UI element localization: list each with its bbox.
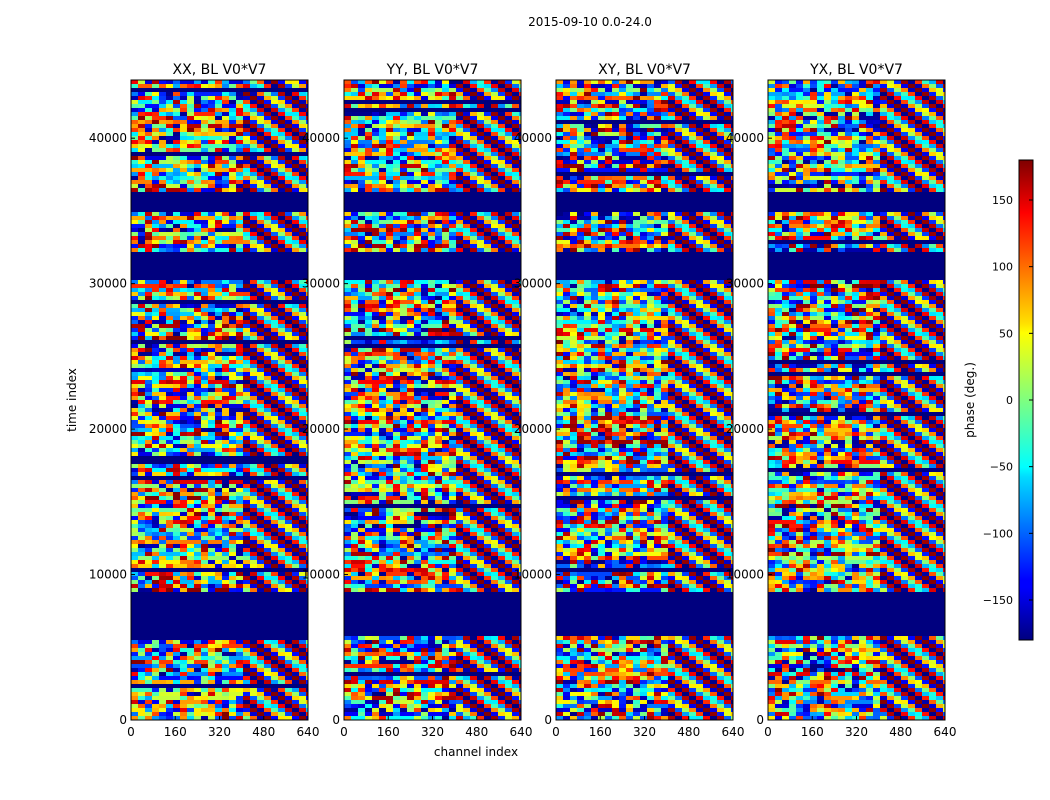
panel-1: YY, BL V0*V7 0 160 320 480 640 0 10000 20000 3000… <box>302 62 533 739</box>
panel-title: YY, BL V0*V7 <box>386 62 479 78</box>
x-tick-label: 0 <box>552 725 560 739</box>
y-tick-label: 30000 <box>89 277 127 291</box>
y-tick-label: 10000 <box>302 568 340 582</box>
y-tick-label: 10000 <box>726 568 764 582</box>
x-tick-label: 320 <box>633 725 656 739</box>
colorbar: 150 100 50 0 −50 −100 −150 phase (deg.) <box>963 159 1034 641</box>
y-tick-label: 10000 <box>514 568 552 582</box>
y-tick-label: 20000 <box>89 422 127 436</box>
x-tick-label: 640 <box>297 725 320 739</box>
colorbar-tick-label: −100 <box>983 527 1013 540</box>
colorbar-ticks: 150 100 50 0 −50 −100 −150 <box>983 194 1033 607</box>
y-tick-label: 20000 <box>302 422 340 436</box>
heatmap-texture <box>344 80 521 720</box>
panel-title: YX, BL V0*V7 <box>809 62 903 78</box>
y-tick-label: 30000 <box>302 277 340 291</box>
y-tick-label: 30000 <box>514 277 552 291</box>
x-tick-label: 640 <box>722 725 745 739</box>
colorbar-tick-label: 100 <box>992 261 1013 274</box>
y-tick-label: 40000 <box>514 131 552 145</box>
colorbar-tick-label: 150 <box>992 194 1013 207</box>
y-tick-label: 30000 <box>726 277 764 291</box>
x-tick-label: 160 <box>801 725 824 739</box>
heatmap-texture <box>131 80 308 720</box>
x-tick-label: 0 <box>340 725 348 739</box>
x-tick-label: 480 <box>677 725 700 739</box>
y-tick-label: 40000 <box>89 131 127 145</box>
y-axis-label: time index <box>65 368 79 432</box>
colorbar-label: phase (deg.) <box>963 362 977 438</box>
x-tick-label: 480 <box>252 725 275 739</box>
x-tick-label: 0 <box>127 725 135 739</box>
x-tick-label: 480 <box>465 725 488 739</box>
heatmap-texture <box>556 80 733 720</box>
panels: XX, BL V0*V7 0 160 320 480 640 0 10000 20000 3000… <box>89 62 957 739</box>
x-tick-label: 320 <box>845 725 868 739</box>
colorbar-tick-label: −150 <box>983 594 1013 607</box>
colorbar-tick-label: −50 <box>990 461 1013 474</box>
panel-0: XX, BL V0*V7 0 160 320 480 640 0 10000 20000 3000… <box>89 62 320 739</box>
colorbar-tick-label: 50 <box>999 327 1013 340</box>
y-tick-label: 40000 <box>726 131 764 145</box>
panel-3: YX, BL V0*V7 0 160 320 480 640 0 10000 20000 3000… <box>726 62 957 739</box>
y-tick-label: 40000 <box>302 131 340 145</box>
panel-title: XX, BL V0*V7 <box>173 62 267 78</box>
x-tick-label: 320 <box>421 725 444 739</box>
heatmap-texture <box>768 80 945 720</box>
y-tick-label: 0 <box>756 713 764 727</box>
y-tick-label: 10000 <box>89 568 127 582</box>
x-tick-label: 640 <box>934 725 957 739</box>
y-tick-label: 20000 <box>726 422 764 436</box>
y-tick-label: 20000 <box>514 422 552 436</box>
x-tick-label: 160 <box>377 725 400 739</box>
panel-title: XY, BL V0*V7 <box>598 62 691 78</box>
panel-2: XY, BL V0*V7 0 160 320 480 640 0 10000 20000 3000… <box>514 62 745 739</box>
x-tick-label: 160 <box>164 725 187 739</box>
figure-title: 2015-09-10 0.0-24.0 <box>528 15 652 29</box>
y-tick-label: 0 <box>119 713 127 727</box>
x-tick-label: 480 <box>889 725 912 739</box>
y-tick-label: 0 <box>544 713 552 727</box>
x-tick-label: 160 <box>589 725 612 739</box>
x-tick-label: 0 <box>764 725 772 739</box>
x-tick-label: 640 <box>510 725 533 739</box>
x-axis-label: channel index <box>434 745 518 759</box>
colorbar-tick-label: 0 <box>1006 394 1013 407</box>
x-tick-label: 320 <box>208 725 231 739</box>
y-tick-label: 0 <box>332 713 340 727</box>
